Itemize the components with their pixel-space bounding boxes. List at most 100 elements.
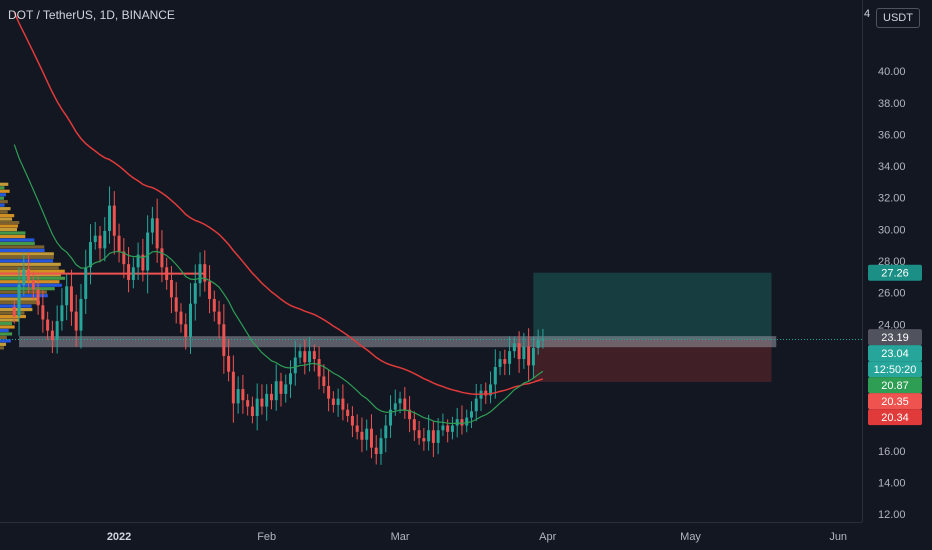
candle	[360, 417, 364, 453]
candle	[536, 329, 540, 355]
candle-body	[303, 351, 307, 363]
candle-body	[531, 348, 535, 366]
candle	[88, 224, 92, 285]
candle	[531, 336, 535, 379]
candle	[93, 221, 97, 250]
time-axis[interactable]: 2022 Feb Mar Apr May Jun	[0, 522, 862, 544]
price-label-bg	[868, 264, 922, 281]
price-label: 20.34	[868, 409, 922, 426]
candle-body	[355, 425, 359, 432]
volume-profile-bar	[0, 234, 26, 239]
candle	[160, 230, 164, 283]
candle	[131, 257, 135, 289]
candle-body	[441, 425, 445, 431]
candle-body	[360, 431, 364, 440]
candle-body	[308, 351, 312, 363]
volume-profile-bar	[0, 207, 11, 211]
volume-profile-bar	[0, 214, 15, 218]
candle	[198, 252, 202, 297]
volume-profile-bar	[0, 255, 54, 259]
currency-button[interactable]: USDT	[876, 8, 920, 28]
candle	[498, 351, 502, 376]
volume-profile-bar	[0, 342, 7, 346]
candle	[241, 374, 245, 414]
candle-body	[269, 393, 273, 401]
candle	[379, 428, 383, 465]
candle	[208, 265, 212, 314]
volume-profile-bar	[0, 262, 61, 266]
candle	[350, 406, 354, 438]
candle	[403, 386, 407, 419]
candle	[308, 337, 312, 372]
candle	[122, 238, 126, 279]
price-tick-label: 24.00	[878, 319, 906, 331]
candle-body	[350, 416, 354, 426]
candle	[389, 395, 393, 438]
candle	[17, 267, 21, 336]
candle	[431, 420, 435, 457]
time-tick-label: Mar	[391, 531, 410, 543]
price-label-bg	[868, 409, 922, 426]
candle-body	[431, 430, 435, 443]
candle-body	[460, 419, 464, 426]
price-label-text: 20.34	[881, 412, 909, 424]
candle	[422, 428, 426, 451]
candle-body	[403, 398, 407, 410]
ema-slow-line	[13, 12, 544, 395]
candle-body	[69, 286, 73, 312]
time-tick-label: Feb	[257, 531, 276, 543]
candle-body	[541, 339, 545, 341]
volume-profile-bar	[0, 248, 45, 252]
candle	[322, 364, 326, 394]
candle	[179, 303, 183, 333]
candle	[31, 271, 35, 300]
price-label-bg	[868, 377, 922, 394]
candle	[312, 344, 316, 372]
candle-body	[103, 230, 107, 249]
candle-body	[503, 359, 507, 364]
candle-body	[88, 242, 92, 268]
candle-body	[179, 311, 183, 325]
candle	[231, 355, 235, 423]
candle	[460, 405, 464, 435]
price-label-bg	[868, 329, 922, 346]
candle-body	[379, 438, 383, 454]
price-label: 23.04 12:50:20	[868, 345, 922, 378]
candle-body	[108, 205, 112, 231]
volume-profile-bar	[0, 287, 55, 291]
candle	[303, 339, 307, 375]
candle-body	[346, 409, 350, 417]
candle	[369, 414, 373, 459]
candle-body	[98, 235, 102, 249]
candle	[136, 242, 140, 280]
price-axis[interactable]: 12.0014.0016.0018.0020.0022.0024.0026.00…	[862, 0, 906, 522]
candle-body	[365, 428, 369, 440]
volume-profile-bar	[0, 220, 20, 225]
price-tick-label: 38.00	[878, 98, 906, 110]
price-label-bg	[868, 345, 922, 362]
time-tick-label: May	[680, 531, 701, 543]
candle	[50, 320, 54, 354]
chart-title[interactable]: DOT / TetherUS, 1D, BINANCE	[8, 8, 175, 22]
volume-profile-bar	[0, 245, 45, 249]
candle	[327, 369, 331, 412]
volume-profile-bar	[0, 276, 66, 280]
volume-profile-bar	[0, 227, 17, 232]
volume-profile-bar	[0, 231, 26, 235]
candle	[27, 253, 31, 294]
candle-body	[46, 319, 50, 331]
candle-body	[117, 235, 121, 252]
time-tick-label: Apr	[539, 531, 556, 543]
candle-body	[22, 268, 26, 285]
candle-body	[446, 425, 450, 432]
candle	[155, 198, 159, 263]
candle-body	[65, 286, 69, 306]
candle-body	[517, 343, 521, 360]
volume-profile-bar	[0, 259, 54, 263]
volume-profile-bar	[0, 321, 12, 326]
candle	[60, 288, 64, 331]
candle-body	[193, 283, 197, 304]
price-tick-label: 12.00	[878, 509, 906, 521]
candle-body	[493, 366, 497, 385]
